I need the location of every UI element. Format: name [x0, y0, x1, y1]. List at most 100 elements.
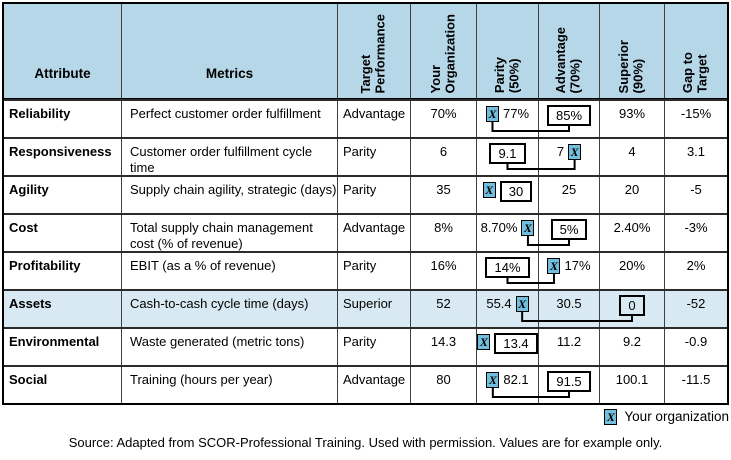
row-gap-to-target-value: -15% — [680, 106, 712, 121]
row-metric-label: EBIT (as a % of revenue) — [122, 253, 338, 289]
row-target-performance: Parity — [338, 139, 411, 175]
table-row: Environmental Waste generated (metric ton… — [4, 327, 727, 365]
row-attribute-label: Reliability — [4, 101, 122, 137]
table-row: Profitability EBIT (as a % of revenue) Par… — [4, 251, 727, 289]
row-advantage-cell: 85% — [539, 101, 600, 137]
row-superior-cell: 20 — [600, 177, 665, 213]
your-organization-marker-icon: X — [515, 296, 529, 312]
your-organization-marker-icon: X — [482, 182, 496, 198]
benchmark-value: 93% — [618, 106, 646, 121]
row-advantage-cell: 5% — [539, 215, 600, 251]
benchmark-value: 100.1 — [615, 372, 649, 387]
benchmark-value: 9.2 — [622, 334, 642, 349]
row-metric-label: Customer order fulfillment cycle time — [122, 139, 338, 175]
benchmark-value: 30.5 — [556, 296, 582, 311]
row-parity-cell: X 30 — [477, 177, 539, 213]
row-superior-cell: 100.1 — [600, 367, 665, 403]
row-gap-to-target-value: -3% — [684, 220, 708, 235]
row-target-performance: Superior — [338, 291, 411, 327]
row-superior-cell: 20% — [600, 253, 665, 289]
row-metric-label: Waste generated (metric tons) — [122, 329, 338, 365]
row-target-performance: Advantage — [338, 101, 411, 137]
table-row: Assets Cash-to-cash cycle time (days) Supe… — [4, 289, 727, 327]
benchmark-value: 25 — [561, 182, 577, 197]
row-target-performance: Parity — [338, 253, 411, 289]
benchmark-value: 55.4 — [486, 296, 512, 311]
table-body: Reliability Perfect customer order fulfil… — [4, 99, 727, 403]
row-advantage-cell: 11.2 — [539, 329, 600, 365]
col-header-attribute: Attribute — [4, 4, 122, 98]
row-your-organization-value: 52 — [411, 291, 477, 327]
row-attribute-label: Assets — [4, 291, 122, 327]
table-row: Reliability Perfect customer order fulfil… — [4, 99, 727, 137]
your-organization-marker-icon: X — [485, 106, 499, 122]
target-level-box: 5% — [550, 219, 588, 240]
your-organization-marker-icon: X — [547, 258, 561, 274]
row-gap-to-target-value: -11.5 — [681, 372, 711, 387]
benchmark-value: 8.70% — [480, 220, 518, 235]
row-gap-to-target-value: -52 — [686, 296, 706, 311]
benchmark-value: 82.1 — [503, 372, 529, 387]
row-attribute-label: Agility — [4, 177, 122, 213]
col-header-superior-label: Superior (90%) — [616, 39, 646, 93]
row-attribute-label: Cost — [4, 215, 122, 251]
row-your-organization-value: 6 — [411, 139, 477, 175]
scorecard-table: Attribute Metrics Target Performance You… — [2, 2, 729, 405]
benchmark-value: 17% — [564, 258, 591, 273]
benchmark-value: 4 — [628, 144, 636, 159]
table-row: Agility Supply chain agility, strategic (… — [4, 175, 727, 213]
col-header-parity: Parity (50%) — [477, 4, 539, 98]
your-organization-marker-icon: X — [477, 334, 491, 350]
row-parity-cell: X 13.4 — [477, 329, 539, 365]
row-superior-cell: 2.40% — [600, 215, 665, 251]
row-metric-label: Total supply chain management cost (% of… — [122, 215, 338, 251]
row-metric-label: Cash-to-cash cycle time (days) — [122, 291, 338, 327]
your-organization-marker-icon: X — [486, 372, 500, 388]
target-level-box: 91.5 — [547, 371, 591, 392]
target-level-box: 85% — [546, 105, 592, 126]
row-gap-to-target-value: 2% — [686, 258, 706, 273]
row-your-organization-value: 8% — [411, 215, 477, 251]
table-row: Social Training (hours per year) Advantage… — [4, 365, 727, 403]
target-level-box: 13.4 — [494, 333, 538, 354]
col-header-target-performance: Target Performance — [338, 4, 411, 98]
benchmark-value: 11.2 — [556, 334, 582, 349]
row-target-performance: Advantage — [338, 367, 411, 403]
row-metric-label: Supply chain agility, strategic (days) — [122, 177, 338, 213]
row-your-organization-value: 35 — [411, 177, 477, 213]
row-your-organization-value: 16% — [411, 253, 477, 289]
row-parity-cell: 14% — [477, 253, 539, 289]
row-gap-to-target-value: 3.1 — [686, 144, 706, 159]
row-advantage-cell: 25 — [539, 177, 600, 213]
col-header-your-organization: Your Organization — [411, 4, 477, 98]
row-metric-label: Perfect customer order fulfillment — [122, 101, 338, 137]
target-level-box: 14% — [485, 257, 530, 278]
benchmark-value: 7 — [556, 144, 565, 159]
your-organization-marker-icon: X — [568, 144, 582, 160]
row-parity-cell: 55.4 X — [477, 291, 539, 327]
row-your-organization-value: 70% — [411, 101, 477, 137]
row-parity-cell: 9.1 — [477, 139, 539, 175]
row-parity-cell: X 77% — [477, 101, 539, 137]
row-advantage-cell: X 17% — [539, 253, 600, 289]
row-attribute-label: Responsiveness — [4, 139, 122, 175]
row-superior-cell: 4 — [600, 139, 665, 175]
row-superior-cell: 0 — [600, 291, 665, 327]
col-header-your-organization-label: Your Organization — [427, 13, 458, 93]
benchmark-value: 20 — [624, 182, 640, 197]
col-header-parity-label: Parity (50%) — [491, 56, 522, 93]
legend-x-marker-icon: X — [604, 409, 618, 425]
row-superior-cell: 9.2 — [600, 329, 665, 365]
your-organization-marker-icon: X — [521, 220, 535, 236]
source-note: Source: Adapted from SCOR-Professional T… — [68, 435, 663, 450]
table-header-row: Attribute Metrics Target Performance You… — [4, 4, 727, 99]
row-your-organization-value: 14.3 — [411, 329, 477, 365]
col-header-superior: Superior (90%) — [600, 4, 665, 98]
col-header-metrics: Metrics — [122, 4, 338, 98]
benchmark-value: 2.40% — [613, 220, 651, 235]
row-target-performance: Advantage — [338, 215, 411, 251]
row-gap-to-target-value: -5 — [690, 182, 702, 197]
target-level-box: 9.1 — [489, 143, 526, 164]
